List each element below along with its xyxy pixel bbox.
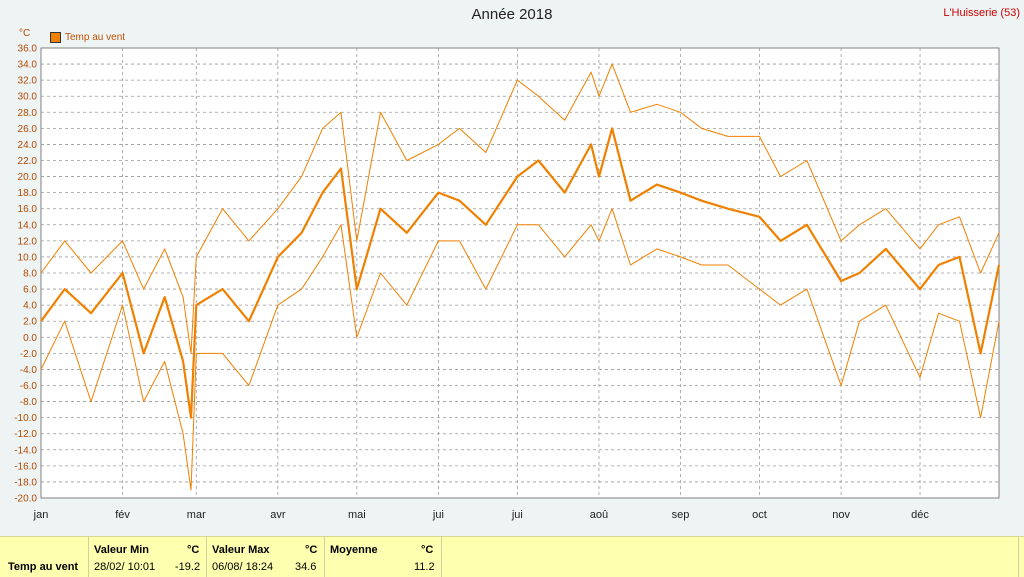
- y-tick-label: 4.0: [23, 301, 37, 312]
- y-tick-label: -2.0: [20, 349, 38, 360]
- y-tick-label: -20.0: [14, 494, 37, 505]
- x-tick-label: jui: [511, 509, 523, 521]
- legend-label: Temp au vent: [65, 32, 126, 43]
- max-header: Valeur Max: [212, 544, 270, 556]
- x-tick-label: sep: [672, 509, 690, 521]
- min-datetime: 28/02/ 10:01: [94, 561, 156, 573]
- avg-stat: Moyenne °C 11.2: [324, 537, 442, 577]
- x-tick-label: jan: [33, 509, 49, 521]
- y-tick-label: 36.0: [18, 44, 38, 55]
- y-tick-label: -10.0: [14, 413, 37, 424]
- y-tick-label: -8.0: [20, 397, 38, 408]
- avg-value: 11.2: [414, 561, 435, 573]
- stats-row-label: Temp au vent: [8, 561, 79, 573]
- y-tick-label: 20.0: [18, 172, 38, 183]
- stats-right-edge: [1018, 537, 1019, 577]
- y-tick-label: -14.0: [14, 445, 37, 456]
- max-datetime: 06/08/ 18:24: [212, 561, 274, 573]
- min-stat: Valeur Min °C 28/02/ 10:01 -19.2: [88, 537, 207, 577]
- x-tick-label: oct: [752, 509, 767, 521]
- y-tick-label: -12.0: [14, 429, 37, 440]
- x-tick-label: fév: [115, 509, 130, 521]
- x-tick-label: jui: [432, 509, 444, 521]
- avg-unit: °C: [421, 544, 434, 556]
- legend: Temp au vent: [50, 32, 125, 43]
- plot-area: [40, 47, 1000, 499]
- y-tick-label: 32.0: [18, 76, 38, 87]
- min-header: Valeur Min: [94, 544, 150, 556]
- x-tick-label: avr: [270, 509, 286, 521]
- stats-divider: [441, 537, 442, 577]
- x-tick-label: mar: [187, 509, 206, 521]
- y-tick-label: 30.0: [18, 92, 38, 103]
- stats-panel: Temp au vent Valeur Min °C 28/02/ 10:01 …: [0, 536, 1024, 577]
- max-value: 34.6: [295, 561, 317, 573]
- temperature-chart: -20.0 -18.0 -16.0 -14.0 -12.0 -10.0 -8.0 -6.0 -4…: [14, 44, 1001, 521]
- series-line-mean: [40, 127, 1001, 419]
- x-tick-label: nov: [832, 509, 850, 521]
- y-tick-label: 2.0: [23, 317, 37, 328]
- series-line-min: [40, 208, 1000, 491]
- y-axis-unit: °C: [19, 28, 31, 39]
- min-unit: °C: [187, 544, 200, 556]
- y-tick-label: 18.0: [18, 188, 38, 199]
- avg-header: Moyenne: [330, 544, 378, 556]
- y-tick-label: 10.0: [18, 252, 38, 263]
- y-tick-label: -16.0: [14, 461, 37, 472]
- y-tick-label: 34.0: [18, 60, 38, 71]
- y-tick-label: 12.0: [18, 236, 38, 247]
- y-tick-label: 22.0: [18, 156, 38, 167]
- y-tick-label: 8.0: [23, 269, 37, 280]
- series-line-max: [40, 63, 1000, 354]
- y-tick-label: 0.0: [23, 333, 37, 344]
- chart-title: Année 2018: [471, 6, 553, 23]
- legend-swatch: [50, 32, 61, 43]
- y-tick-label: 24.0: [18, 140, 38, 151]
- y-tick-label: 26.0: [18, 124, 38, 135]
- x-tick-label: aoû: [590, 509, 608, 521]
- y-tick-label: -4.0: [20, 365, 38, 376]
- y-tick-label: 28.0: [18, 108, 38, 119]
- station-name: L'Huisserie (53): [943, 7, 1020, 19]
- y-tick-label: 6.0: [23, 285, 37, 296]
- max-stat: Valeur Max °C 06/08/ 18:24 34.6: [206, 537, 325, 577]
- max-unit: °C: [305, 544, 318, 556]
- min-value: -19.2: [175, 561, 201, 573]
- x-tick-label: mai: [348, 509, 366, 521]
- x-tick-label: déc: [911, 509, 929, 521]
- y-tick-label: 16.0: [18, 204, 38, 215]
- y-tick-label: -6.0: [20, 381, 38, 392]
- y-tick-label: 14.0: [18, 220, 38, 231]
- y-tick-label: -18.0: [14, 477, 37, 488]
